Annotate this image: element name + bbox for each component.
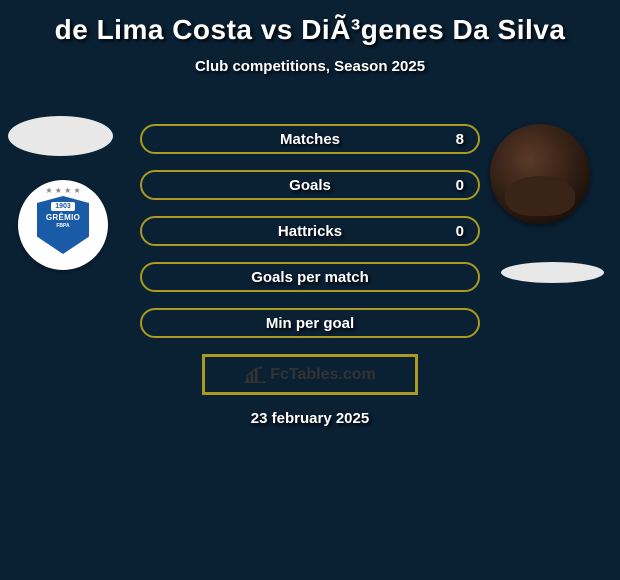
stat-label: Goals	[289, 177, 331, 194]
stat-label: Matches	[280, 131, 340, 148]
stat-row-hattricks: Hattricks 0	[140, 216, 480, 246]
stat-label: Min per goal	[266, 315, 354, 332]
stat-row-goals: Goals 0	[140, 170, 480, 200]
gremio-shield-icon: 1903 GRÊMIO FBPA	[37, 196, 89, 254]
player-right-avatar	[490, 124, 590, 224]
brand-box: FcTables.com	[202, 354, 418, 395]
club-badge-left: ★ ★ ★ ★ 1903 GRÊMIO FBPA	[18, 180, 118, 264]
stat-row-goals-per-match: Goals per match	[140, 262, 480, 292]
page-title: de Lima Costa vs DiÃ³genes Da Silva	[0, 0, 620, 46]
stat-row-min-per-goal: Min per goal	[140, 308, 480, 338]
gremio-stars-icon: ★ ★ ★ ★	[45, 186, 80, 195]
club-year: 1903	[51, 202, 75, 211]
gremio-badge: ★ ★ ★ ★ 1903 GRÊMIO FBPA	[18, 180, 108, 270]
stat-value: 8	[456, 131, 464, 148]
page-subtitle: Club competitions, Season 2025	[0, 58, 620, 75]
stat-label: Goals per match	[251, 269, 369, 286]
club-name: GRÊMIO	[46, 213, 80, 222]
club-sub: FBPA	[56, 223, 69, 229]
stat-value: 0	[456, 177, 464, 194]
stat-label: Hattricks	[278, 223, 342, 240]
player-left-avatar-placeholder	[8, 116, 113, 156]
stat-row-matches: Matches 8	[140, 124, 480, 154]
stat-rows: Matches 8 Goals 0 Hattricks 0 Goals per …	[140, 124, 480, 354]
stat-value: 0	[456, 223, 464, 240]
date-text: 23 february 2025	[251, 410, 369, 427]
chart-icon	[244, 366, 266, 384]
brand-text: FcTables.com	[270, 366, 376, 384]
club-badge-right-placeholder	[501, 262, 604, 283]
